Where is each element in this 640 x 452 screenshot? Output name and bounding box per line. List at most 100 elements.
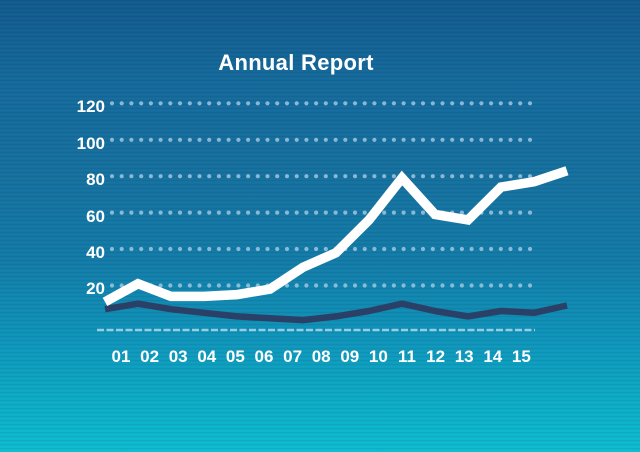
gridline-dot — [489, 101, 494, 106]
gridline-dot — [352, 137, 358, 142]
gridline-dot — [382, 210, 387, 215]
gridline-dot — [333, 137, 338, 142]
gridline-dot — [255, 137, 260, 142]
gridline-dot — [479, 246, 484, 252]
gridline-dot — [197, 210, 202, 215]
gridline-dot — [246, 246, 251, 252]
x-tick-label: 03 — [168, 347, 188, 366]
gridline-dot — [382, 174, 387, 179]
gridline-dot — [246, 101, 251, 106]
x-tick-label: 10 — [368, 347, 388, 366]
gridline-dot — [391, 246, 396, 252]
gridline-dot — [323, 174, 328, 179]
gridline-dot — [158, 246, 163, 252]
gridline-dot — [430, 283, 435, 288]
gridline-dot — [284, 246, 290, 252]
series-line-secondary-navy-line — [104, 300, 568, 324]
gridline-dot — [508, 174, 513, 179]
gridline-dot — [294, 137, 299, 142]
gridline-dot — [158, 137, 163, 142]
gridline-dot — [119, 137, 124, 142]
gridline-dot — [352, 101, 358, 106]
gridline-dot — [265, 174, 270, 179]
gridline-dot — [498, 101, 503, 106]
gridline-dot — [323, 137, 328, 142]
x-tick-label: 13 — [454, 347, 474, 366]
x-tick-label: 08 — [311, 347, 331, 366]
gridline-dot — [382, 283, 387, 288]
gridline-dot — [246, 210, 251, 215]
gridline-dot — [508, 246, 513, 252]
gridline-dot — [401, 137, 406, 142]
gridline-dot — [207, 101, 212, 106]
gridline-dot — [284, 283, 290, 288]
gridline-dot — [382, 246, 387, 252]
gridline-dot — [333, 210, 338, 215]
gridline-dot — [420, 101, 426, 106]
gridline-dot — [226, 137, 231, 142]
gridline-dot — [440, 283, 445, 288]
gridline-dot — [430, 246, 435, 252]
x-tick-label: 15 — [511, 347, 531, 366]
gridline-dot — [265, 210, 270, 215]
gridline-dot — [352, 210, 358, 215]
gridline-dot — [275, 210, 280, 215]
y-tick-label: 60 — [86, 206, 105, 226]
gridline-dot — [372, 174, 377, 179]
gridline-dot — [362, 174, 367, 179]
gridline-dot — [236, 283, 241, 288]
y-tick-label: 80 — [86, 170, 105, 190]
gridline-dot — [420, 210, 426, 215]
gridline-dot — [265, 246, 270, 252]
gridline-dot — [362, 246, 367, 252]
gridline-dot — [489, 137, 494, 142]
y-tick-label: 120 — [76, 97, 105, 117]
gridline-dot — [401, 283, 406, 288]
gridline-dot — [518, 101, 523, 106]
gridline-dot — [109, 210, 115, 215]
gridline-dot — [139, 137, 144, 142]
gridline-dot — [177, 246, 183, 252]
gridline-dot — [440, 137, 445, 142]
gridline-dot — [459, 101, 464, 106]
gridline-dot — [207, 246, 212, 252]
gridline-dot — [411, 283, 416, 288]
gridline-dot — [440, 246, 445, 252]
gridline-dot — [420, 137, 426, 142]
gridline-dot — [168, 283, 173, 288]
x-tick-label: 04 — [197, 347, 217, 366]
gridline-dot — [226, 210, 231, 215]
gridline-dot — [207, 283, 212, 288]
gridline-dot — [362, 283, 367, 288]
gridline-dot — [119, 283, 124, 288]
gridline-dot — [294, 174, 299, 179]
gridline-dot — [197, 174, 202, 179]
gridline-dot — [411, 210, 416, 215]
gridline-dot — [469, 101, 474, 106]
gridline-dot — [207, 210, 212, 215]
gridline-dot — [158, 210, 163, 215]
gridline-dot — [226, 101, 231, 106]
gridline-dot — [177, 283, 183, 288]
gridline-dot — [343, 137, 348, 142]
gridline-dot — [440, 101, 445, 106]
gridline-dot — [518, 283, 523, 288]
gridline-dot — [109, 174, 115, 179]
gridline-dot — [459, 174, 464, 179]
gridline-dot — [343, 210, 348, 215]
gridline-dot — [459, 246, 464, 252]
gridline-dot — [420, 246, 426, 252]
gridline-dot — [314, 101, 319, 106]
gridline-dot — [489, 283, 494, 288]
gridline-dot — [508, 101, 513, 106]
gridline-dot — [148, 246, 153, 252]
x-tick-label: 02 — [140, 347, 160, 366]
gridline-dot — [129, 101, 134, 106]
gridline-dot — [216, 283, 221, 288]
gridline-dot — [469, 246, 474, 252]
gridline-dot — [333, 283, 338, 288]
gridline-dot — [401, 246, 406, 252]
gridline-dot — [498, 283, 503, 288]
gridline-dot — [119, 101, 124, 106]
gridline-dot — [314, 246, 319, 252]
